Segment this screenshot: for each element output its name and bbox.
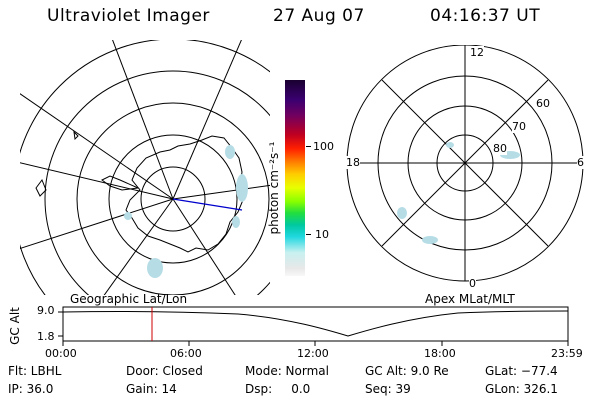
altitude-ylabel: GC Alt [8, 307, 22, 345]
right-map-label: Apex MLat/MLT [425, 292, 515, 306]
status-mode: Mode: Normal [245, 364, 329, 378]
colorbar-label: photon cm⁻²s⁻¹ [267, 141, 281, 235]
status-glon: GLon: 326.1 [485, 382, 558, 396]
status-glat: GLat: −77.4 [485, 364, 558, 378]
colorbar-tick-label-10: 10 [315, 228, 329, 241]
colorbar-tick-label-100: 100 [313, 140, 334, 153]
altitude-xtick-1200: 12:00 [297, 347, 329, 360]
altitude-plot [58, 306, 569, 346]
instrument-title: Ultraviolet Imager [47, 6, 210, 26]
geographic-map [20, 40, 270, 295]
status-dsp: Dsp: 0.0 [245, 382, 311, 396]
altitude-ytick-max: 9.0 [37, 304, 55, 317]
lat-label-70: 70 [512, 120, 526, 133]
time-label: 04:16:37 UT [430, 6, 541, 26]
status-flt: Flt: LBHL [8, 364, 62, 378]
altitude-xtick-1800: 18:00 [424, 347, 456, 360]
status-door: Door: Closed [126, 364, 203, 378]
lat-label-80: 80 [493, 142, 507, 155]
altitude-ytick-min: 1.8 [37, 330, 55, 343]
lat-label-60: 60 [536, 97, 550, 110]
colorbar-tick-10 [306, 234, 311, 235]
altitude-xtick-0000: 00:00 [45, 347, 77, 360]
mlt-label-6: 6 [577, 156, 584, 169]
mlt-label-18: 18 [346, 156, 360, 169]
mlt-label-0: 0 [469, 277, 476, 290]
left-map-label: Geographic Lat/Lon [70, 292, 188, 306]
colorbar-tick-100 [306, 146, 311, 147]
mlt-label-12: 12 [470, 46, 484, 59]
status-ip: IP: 36.0 [8, 382, 54, 396]
status-gain: Gain: 14 [126, 382, 177, 396]
magnetic-polar-plot [346, 45, 584, 282]
date-label: 27 Aug 07 [273, 6, 365, 26]
colorbar [285, 80, 305, 276]
status-gc-alt: GC Alt: 9.0 Re [365, 364, 449, 378]
altitude-xtick-2359: 23:59 [551, 347, 583, 360]
status-seq: Seq: 39 [365, 382, 411, 396]
altitude-xtick-0600: 06:00 [170, 347, 202, 360]
